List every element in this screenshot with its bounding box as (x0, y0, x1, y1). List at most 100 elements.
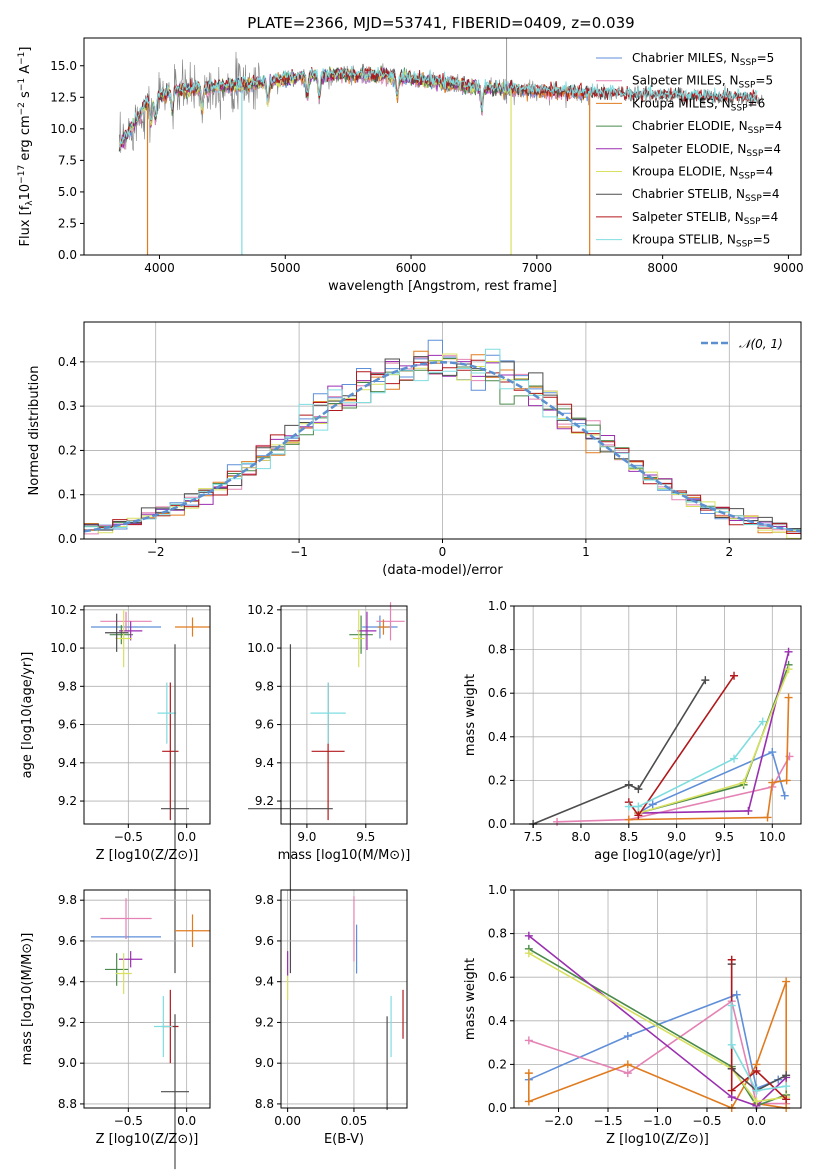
point-salpeter-elodie (524, 931, 533, 940)
legend-value: =4 (763, 142, 781, 156)
legend-sub: SSP (746, 149, 763, 159)
axes-frame (513, 605, 802, 825)
legend-label-chabrier-stelib: Chabrier STELIB, NSSP=4 (632, 187, 780, 204)
y-tick-label: 0.4 (488, 730, 507, 744)
point-salpeter-miles (553, 817, 562, 826)
legend-sub: SSP (739, 172, 756, 182)
series-chabrier-miles (637, 750, 786, 814)
point-chabrier-miles (623, 1032, 632, 1041)
series-chabrier-stelib (532, 679, 706, 825)
y-tick-label: 0.3 (58, 399, 77, 413)
weight-vs-metallicity-panel: −2.0 −1.5 −1.0 −0.5 0.0 0.0 0.2 0.4 0.6 0.8 1.0 Z [… (463, 883, 802, 1147)
y-tick-label: 0.8 (488, 927, 507, 941)
legend-sub: SSP (744, 217, 761, 227)
y-tick-label: 9.4 (255, 975, 274, 989)
point-kroupa-miles (623, 1060, 632, 1069)
histogram-steps (84, 339, 801, 539)
x-tick-label: −2 (147, 545, 165, 559)
legend-value: =5 (755, 74, 773, 88)
legend-gaussian-label: 𝒩(0, 1) (739, 337, 783, 351)
x-tick-label: 5000 (270, 261, 301, 275)
x-tick-label: 0.0 (747, 1114, 766, 1128)
x-tick-label: 7000 (522, 261, 553, 275)
y-tick-label: 10.0 (50, 641, 77, 655)
x-tick-label: −0.5 (692, 1114, 721, 1128)
series-salpeter-stelib (628, 675, 735, 817)
y-tick-label: 9.6 (255, 934, 274, 948)
y-tick-label: 9.2 (255, 1015, 274, 1029)
legend-sub: SSP (740, 58, 757, 68)
x-tick-label: 8.0 (571, 830, 590, 844)
y-tick-label: 9.8 (255, 893, 274, 907)
point-kroupa-miles (782, 776, 791, 785)
y-tick-label: 0.0 (58, 532, 77, 546)
mass_vs_Z-y-label: mass [log10(M/M⊙)] (20, 933, 35, 1066)
weight_vs_age-x-label: age [log10(age/yr)] (594, 848, 721, 863)
x-tick-label: 9.0 (667, 830, 686, 844)
x-tick-label: 0.05 (341, 1114, 368, 1128)
y-tick-label: 12.5 (50, 90, 77, 104)
legend-value: =4 (755, 165, 773, 179)
residuals-x-label: (data-model)/error (382, 563, 503, 578)
point-kroupa-elodie (739, 778, 748, 787)
series-kroupa-stelib (628, 721, 764, 808)
y-tick-label: 9.8 (58, 893, 77, 907)
series-salpeter-miles (556, 756, 791, 823)
residuals-y-label: Normed distribution (27, 366, 42, 496)
legend-name: Salpeter STELIB, N (632, 210, 744, 224)
x-tick-label: −0.5 (114, 830, 143, 844)
y-tick-label: 0.0 (488, 1101, 507, 1115)
series-kroupa-stelib (730, 1005, 787, 1092)
point-chabrier-stelib (782, 1071, 791, 1080)
point-kroupa-miles (524, 1069, 533, 1078)
weight_vs_Z-y-label: mass weight (463, 958, 478, 1040)
point-salpeter-stelib (727, 955, 736, 964)
legend-name: Salpeter MILES, N (632, 74, 739, 88)
legend-label-chabrier-elodie: Chabrier ELODIE, NSSP=4 (632, 119, 782, 136)
y-tick-label: 9.4 (58, 975, 77, 989)
gaussian-curve (84, 361, 801, 533)
point-chabrier-stelib (701, 676, 710, 685)
y-tick-label: 7.5 (58, 153, 77, 167)
point-kroupa-elodie (752, 1097, 761, 1106)
point-kroupa-stelib (782, 1082, 791, 1091)
x-tick-label: 6000 (396, 261, 427, 275)
series-salpeter-elodie (528, 935, 787, 1107)
legend-value: =5 (757, 51, 775, 65)
x-tick-label: 8000 (647, 261, 678, 275)
legend-sub: SSP (731, 103, 748, 113)
y-label-part: erg cm (18, 115, 33, 164)
weight-vs-age-panel: 7.5 8.0 8.5 9.0 9.5 10.0 0.0 0.2 0.4 0.6 0.8 1.0 age… (463, 599, 802, 863)
legend-value: =6 (748, 96, 766, 110)
y-tick-label: 5.0 (58, 185, 77, 199)
mass-vs-metallicity-panel: −0.5 0.0 8.8 9.0 9.2 9.4 9.6 9.8 Z [log10(Z/Z⊙)]… (20, 889, 211, 1170)
x-tick-label: −0.5 (114, 1114, 143, 1128)
point-kroupa-miles (763, 813, 772, 822)
x-tick-label: 0 (439, 545, 447, 559)
point-kroupa-miles (524, 1097, 533, 1106)
axes-frame (280, 889, 408, 1109)
point-kroupa-miles (782, 977, 791, 986)
y-tick-label: 10.2 (50, 603, 77, 617)
legend-label-kroupa-stelib: Kroupa STELIB, NSSP=5 (632, 233, 770, 250)
spectrum-panel: 4000 5000 6000 7000 8000 9000 0.0 2.5 5.0 7.5 10.0… (17, 37, 804, 294)
legend-label-salpeter-stelib: Salpeter STELIB, NSSP=4 (632, 210, 778, 227)
x-tick-label: 9.0 (297, 830, 316, 844)
legend-value: =5 (753, 233, 771, 247)
axes-frame (83, 37, 802, 256)
legend-sub: SSP (739, 81, 756, 91)
y-tick-label: 0.6 (488, 686, 507, 700)
y-label-part: −1 (17, 52, 27, 65)
y-label-part: s (18, 91, 33, 102)
y-tick-label: 9.2 (58, 794, 77, 808)
figure-title: PLATE=2366, MJD=53741, FIBERID=0409, z=0… (247, 14, 634, 32)
y-tick-label: 0.4 (488, 1014, 507, 1028)
point-chabrier-miles (732, 990, 741, 999)
x-tick-label: 0.0 (177, 1114, 196, 1128)
residual-histogram-panel: −2 −1 0 1 2 0.0 0.1 0.2 0.3 0.4 (data-model)/error… (27, 321, 802, 578)
legend-label-chabrier-miles: Chabrier MILES, NSSP=5 (632, 51, 774, 68)
y-tick-label: 1.0 (488, 883, 507, 897)
y-tick-label: 0.6 (488, 970, 507, 984)
mass-vs-extinction-panel: 0.00 0.05 8.8 9.0 9.2 9.4 9.6 9.8 E(B-V) (255, 889, 408, 1147)
point-salpeter-stelib (752, 1066, 761, 1075)
